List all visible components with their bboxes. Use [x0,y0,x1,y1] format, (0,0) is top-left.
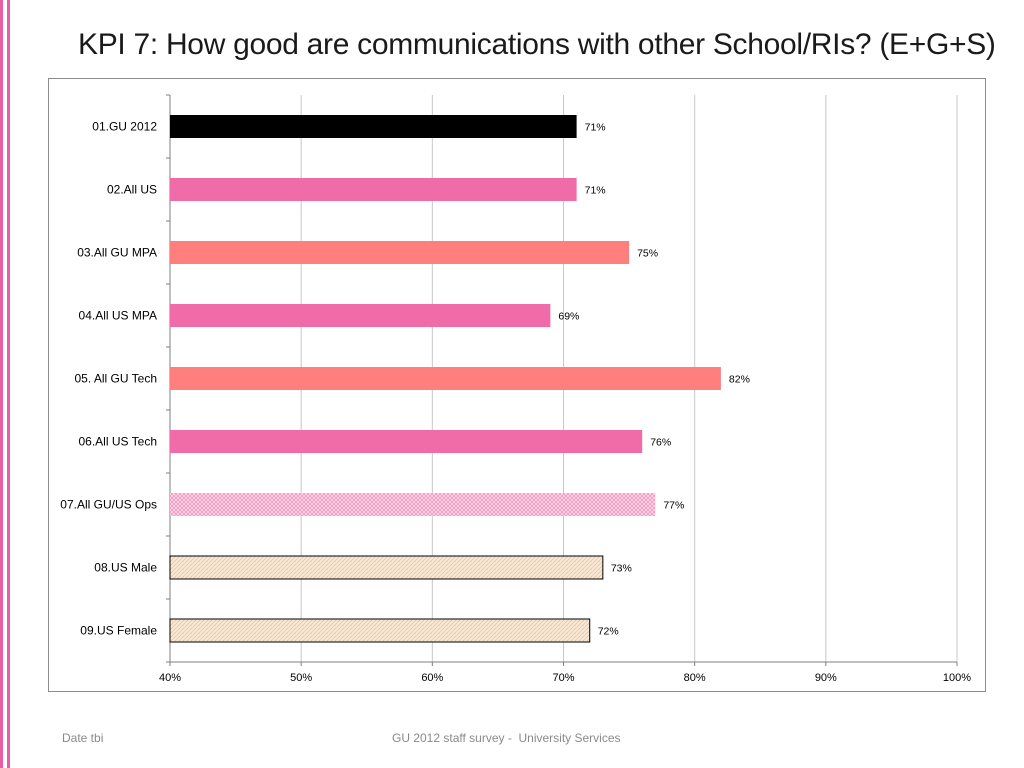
category-label: 01.GU 2012 [92,120,157,134]
footer-survey-title: GU 2012 staff survey - University Servic… [392,731,621,745]
category-label: 08.US Male [94,561,157,575]
x-tick-label: 70% [552,672,574,684]
data-label: 77% [663,500,684,512]
data-label: 71% [585,122,606,134]
x-tick-label: 100% [943,672,971,684]
x-tick-label: 80% [684,672,706,684]
bar-6 [170,430,643,453]
bar-1 [170,115,577,138]
category-label: 05. All GU Tech [75,372,158,386]
bar-8 [169,555,604,580]
footer-date: Date tbi [62,731,104,745]
bar-3 [170,241,630,264]
left-accent-bar-1 [0,0,3,768]
x-tick-label: 40% [159,672,181,684]
category-label: 04.All US MPA [79,309,157,323]
bar-7 [170,493,656,516]
x-tick-label: 90% [815,672,837,684]
data-label: 69% [558,311,579,323]
data-label: 76% [650,437,671,449]
x-tick-label: 50% [290,672,312,684]
chart-frame: 40% 50% 60% 70% 80% 90% 100% 01.GU 2012 71% 02.Al… [48,78,986,692]
bar-9 [169,618,591,643]
data-label: 75% [637,248,658,260]
left-accent-bar-2 [7,0,10,768]
bar-2 [170,178,577,201]
kpi-bar-chart: 40% 50% 60% 70% 80% 90% 100% 01.GU 2012 71% 02.Al… [60,94,971,684]
category-label: 03.All GU MPA [77,246,157,260]
slide-title: KPI 7: How good are communications with … [78,28,996,61]
category-label: 07.All GU/US Ops [60,498,157,512]
data-label: 71% [585,185,606,197]
bar-4 [170,304,551,327]
category-label: 06.All US Tech [79,435,158,449]
bar-5 [170,367,721,390]
category-label: 09.US Female [80,624,157,638]
data-label: 73% [611,563,632,575]
category-label: 02.All US [107,183,157,197]
data-label: 72% [598,626,619,638]
data-label: 82% [729,374,750,386]
x-tick-label: 60% [421,672,443,684]
